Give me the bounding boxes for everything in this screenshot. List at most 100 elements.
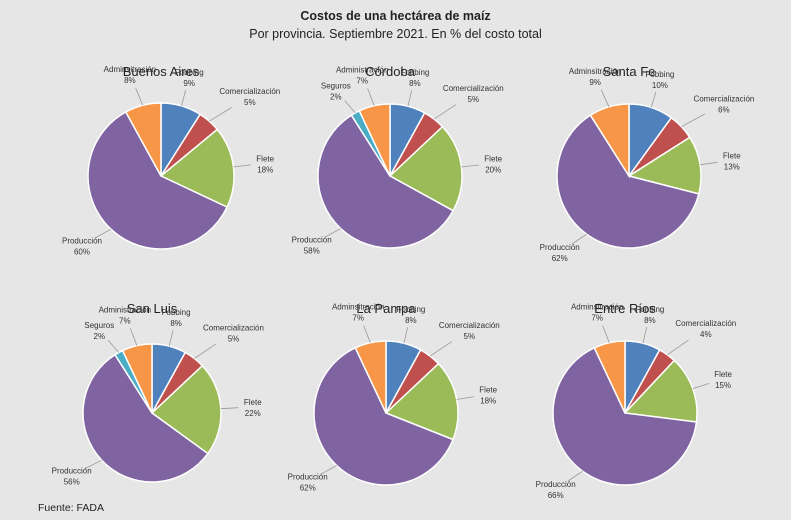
- leader-line: [135, 88, 144, 106]
- slice-value-label: 9%: [183, 79, 195, 88]
- slice-value-label: 8%: [124, 76, 136, 85]
- slice-value-label: 8%: [405, 316, 417, 325]
- slice-label: Producción: [292, 236, 332, 245]
- leader-line: [407, 90, 413, 107]
- slice-value-label: 5%: [244, 98, 256, 107]
- slice-label: Producción: [52, 466, 92, 475]
- slice-value-label: 6%: [718, 106, 730, 115]
- slice-value-label: 2%: [94, 332, 106, 341]
- leader-line: [320, 465, 337, 475]
- chart-title: Costos de una hectárea de maíz: [300, 9, 491, 23]
- slice-value-label: 66%: [548, 491, 564, 500]
- slice-label: Comercialización: [675, 319, 736, 328]
- slice-label: Comercialización: [219, 87, 280, 96]
- leader-line: [429, 341, 452, 357]
- slice-label: Producción: [62, 236, 102, 245]
- slice-label: Adminsitración: [569, 67, 621, 76]
- slice-value-label: 18%: [257, 165, 273, 174]
- slice-label: Comercialización: [203, 323, 264, 332]
- pie-slice-administracion: [124, 102, 162, 177]
- slice-label: Flete: [244, 398, 262, 407]
- pie-title: Santa Fe: [603, 64, 656, 79]
- leader-line: [363, 325, 371, 343]
- pie-title: Buenos Aires: [123, 64, 200, 79]
- pie-slice-produccion: [317, 114, 455, 249]
- slice-label: Fobbing: [645, 70, 674, 79]
- leader-line: [367, 88, 375, 106]
- slice-value-label: 8%: [409, 79, 421, 88]
- leader-line: [194, 343, 217, 359]
- slice-label: Comercialización: [439, 321, 500, 330]
- slice-label: Fobbing: [396, 305, 425, 314]
- pie-title: San Luis: [127, 301, 178, 316]
- leader-line: [220, 407, 239, 410]
- leader-line: [233, 164, 251, 168]
- leader-line: [667, 339, 689, 356]
- slice-value-label: 4%: [700, 330, 712, 339]
- pie-slice-flete: [388, 125, 463, 212]
- slice-label: Administración: [336, 65, 388, 74]
- slice-value-label: 15%: [715, 381, 731, 390]
- slice-label: Seguros: [321, 81, 351, 90]
- slice-label: Fobbing: [635, 305, 664, 314]
- slice-label: Flete: [484, 155, 502, 164]
- slice-value-label: 8%: [170, 319, 182, 328]
- slice-label: Administración: [99, 305, 151, 314]
- pie-slice-administracion: [354, 340, 387, 414]
- slice-label: Adminsitración: [571, 302, 623, 311]
- slice-value-label: 7%: [352, 313, 364, 322]
- slice-label: Fobbing: [175, 68, 204, 77]
- slice-value-label: 20%: [485, 166, 501, 175]
- pie-slice-flete: [627, 136, 702, 195]
- slice-label: Producción: [536, 480, 576, 489]
- leader-line: [129, 328, 138, 346]
- pie-slice-flete: [150, 364, 222, 455]
- slice-label: Adminsitración: [104, 65, 156, 74]
- pie-slice-produccion: [552, 346, 698, 486]
- slice-value-label: 8%: [644, 316, 656, 325]
- slice-label: Fobbing: [400, 68, 429, 77]
- pie-slice-produccion: [313, 346, 454, 486]
- slice-label: Comercialización: [443, 84, 504, 93]
- leader-line: [456, 396, 475, 400]
- leader-line: [433, 104, 456, 120]
- leader-line: [168, 330, 174, 347]
- leader-line: [650, 91, 657, 108]
- slice-label: Fobbing: [162, 308, 191, 317]
- pie-slice-administracion: [593, 340, 626, 414]
- pie-title: Córdoba: [365, 64, 416, 79]
- slice-value-label: 60%: [74, 247, 90, 256]
- slice-label: Producción: [540, 243, 580, 252]
- slice-value-label: 22%: [245, 409, 261, 418]
- leader-line: [700, 161, 718, 166]
- slice-value-label: 7%: [119, 316, 131, 325]
- slice-label: Flete: [723, 151, 741, 160]
- slice-value-label: 58%: [304, 247, 320, 256]
- leader-line: [324, 228, 341, 238]
- leader-line: [181, 89, 187, 107]
- leader-line: [692, 383, 710, 389]
- slice-value-label: 18%: [480, 396, 496, 405]
- pie-slice-produccion: [87, 111, 229, 250]
- slice-value-label: 13%: [724, 162, 740, 171]
- leader-line: [602, 325, 610, 343]
- leader-line: [209, 107, 232, 122]
- leader-line: [642, 327, 648, 344]
- slice-label: Producción: [288, 473, 328, 482]
- leader-line: [85, 459, 102, 469]
- slice-value-label: 5%: [228, 334, 240, 343]
- slice-label: Adminsitración: [332, 302, 384, 311]
- chart-subtitle: Por provincia. Septiembre 2021. En % del…: [249, 27, 542, 41]
- leader-line: [681, 113, 705, 128]
- slice-label: Flete: [256, 154, 274, 163]
- slice-value-label: 62%: [552, 254, 568, 263]
- slice-value-label: 9%: [589, 78, 601, 87]
- leader-line: [600, 89, 610, 108]
- leader-line: [571, 233, 587, 245]
- pie-title: La Pampa: [356, 301, 416, 316]
- leader-line: [567, 470, 583, 482]
